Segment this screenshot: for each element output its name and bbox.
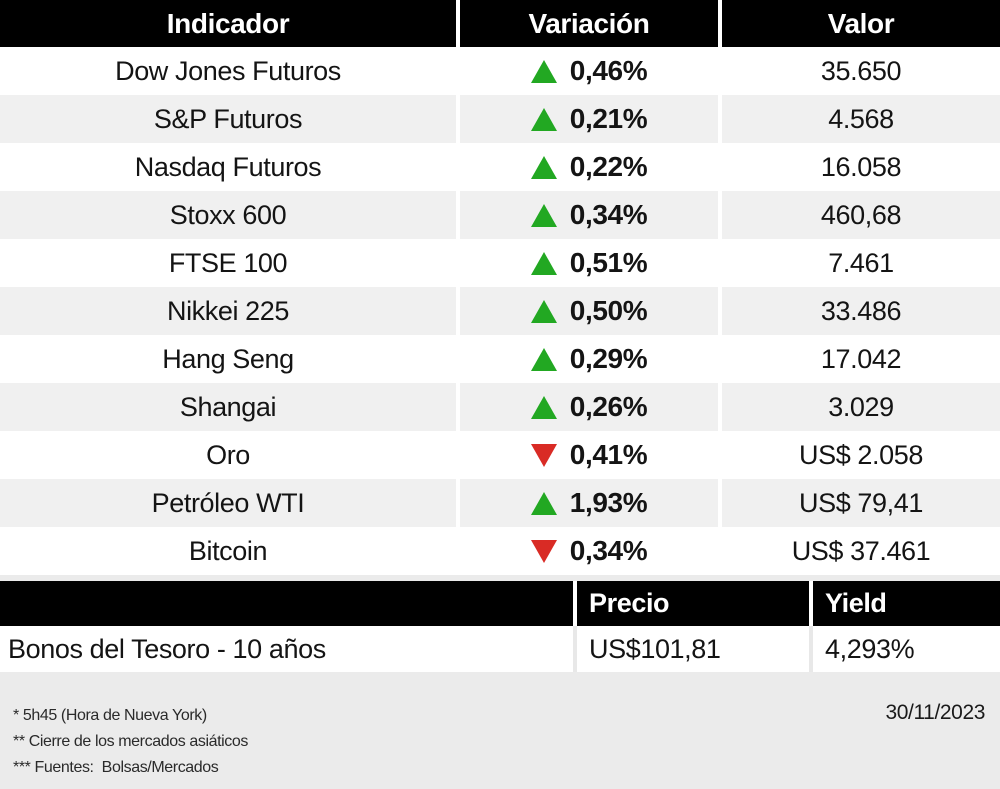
variation-cell: 0,34%: [460, 191, 722, 239]
up-triangle-icon: [530, 251, 557, 275]
variation-cell: 0,34%: [460, 527, 722, 575]
indicator-name: Nasdaq Futuros: [0, 143, 460, 191]
indicator-name: S&P Futuros: [0, 95, 460, 143]
variation-value: 0,21%: [569, 103, 648, 134]
indicator-value: US$ 37.461: [791, 535, 931, 566]
column-header-price: Precio: [577, 581, 813, 626]
indicator-name: Stoxx 600: [0, 191, 460, 239]
column-header-variation: Variación: [460, 0, 722, 47]
up-triangle-icon: [530, 59, 557, 83]
table-row: Nasdaq Futuros 0,22% 16.058: [0, 143, 1000, 191]
indicator-value: 3.029: [828, 391, 894, 422]
bond-yield: 4,293%: [825, 633, 915, 664]
variation-value: 0,51%: [569, 247, 648, 278]
table-row: S&P Futuros 0,21% 4.568: [0, 95, 1000, 143]
column-header-indicator: Indicador: [0, 0, 460, 47]
table-row: FTSE 100 0,51% 7.461: [0, 239, 1000, 287]
variation-value: 0,41%: [569, 439, 648, 470]
bond-name: Bonos del Tesoro - 10 años: [0, 626, 577, 672]
table-row: Dow Jones Futuros 0,46% 35.650: [0, 47, 1000, 95]
table-row: Oro 0,41% US$ 2.058: [0, 431, 1000, 479]
indicator-value: 7.461: [828, 247, 894, 278]
indicator-name: Dow Jones Futuros: [0, 47, 460, 95]
variation-cell: 0,26%: [460, 383, 722, 431]
indicator-value: 4.568: [828, 103, 894, 134]
variation-value: 0,34%: [569, 199, 648, 230]
up-triangle-icon: [530, 491, 557, 515]
indicator-value: US$ 2.058: [799, 439, 923, 470]
table-row: Nikkei 225 0,50% 33.486: [0, 287, 1000, 335]
bonds-table-header: Precio Yield: [0, 581, 1000, 626]
footnote: *** Fuentes: Bolsas/Mercados: [13, 759, 219, 776]
table-row: Hang Seng 0,29% 17.042: [0, 335, 1000, 383]
variation-value: 0,29%: [569, 343, 648, 374]
variation-cell: 0,50%: [460, 287, 722, 335]
indicator-name: Bitcoin: [0, 527, 460, 575]
indicator-name: Oro: [0, 431, 460, 479]
tables-divider-gap: [0, 575, 1000, 581]
footnote: ** Cierre de los mercados asiáticos: [13, 733, 248, 750]
indicators-table-header: Indicador Variación Valor: [0, 0, 1000, 47]
footer: * 5h45 (Hora de Nueva York) ** Cierre de…: [0, 672, 1000, 789]
up-triangle-icon: [530, 347, 557, 371]
indicator-value: US$ 79,41: [799, 487, 923, 518]
up-triangle-icon: [530, 155, 557, 179]
down-triangle-icon: [530, 539, 557, 563]
variation-cell: 0,51%: [460, 239, 722, 287]
variation-cell: 1,93%: [460, 479, 722, 527]
table-row: Bitcoin 0,34% US$ 37.461: [0, 527, 1000, 575]
indicator-value: 35.650: [820, 55, 902, 86]
variation-cell: 0,29%: [460, 335, 722, 383]
indicator-name: Shangai: [0, 383, 460, 431]
column-header-yield: Yield: [825, 588, 887, 618]
indicator-value: 17.042: [820, 343, 902, 374]
column-header-value: Valor: [827, 7, 895, 39]
column-header-empty: [0, 581, 577, 626]
table-row: Bonos del Tesoro - 10 años US$101,81 4,2…: [0, 626, 1000, 672]
down-triangle-icon: [530, 443, 557, 467]
variation-value: 0,26%: [569, 391, 648, 422]
indicator-name: Petróleo WTI: [0, 479, 460, 527]
table-row: Stoxx 600 0,34% 460,68: [0, 191, 1000, 239]
indicator-name: Nikkei 225: [0, 287, 460, 335]
variation-value: 0,22%: [569, 151, 648, 182]
indicator-value: 460,68: [820, 199, 902, 230]
up-triangle-icon: [530, 299, 557, 323]
up-triangle-icon: [530, 395, 557, 419]
report-date: 30/11/2023: [885, 701, 985, 724]
up-triangle-icon: [530, 203, 557, 227]
indicator-name: Hang Seng: [0, 335, 460, 383]
variation-cell: 0,22%: [460, 143, 722, 191]
footnote: * 5h45 (Hora de Nueva York): [13, 707, 207, 724]
table-row: Petróleo WTI 1,93% US$ 79,41: [0, 479, 1000, 527]
variation-value: 0,50%: [569, 295, 648, 326]
indicator-value: 33.486: [820, 295, 902, 326]
variation-cell: 0,41%: [460, 431, 722, 479]
variation-cell: 0,21%: [460, 95, 722, 143]
up-triangle-icon: [530, 107, 557, 131]
indicator-value: 16.058: [820, 151, 902, 182]
variation-value: 1,93%: [569, 487, 648, 518]
variation-value: 0,46%: [569, 55, 648, 86]
variation-cell: 0,46%: [460, 47, 722, 95]
table-row: Shangai 0,26% 3.029: [0, 383, 1000, 431]
indicator-name: FTSE 100: [0, 239, 460, 287]
variation-value: 0,34%: [569, 535, 648, 566]
bond-price: US$101,81: [577, 626, 813, 672]
